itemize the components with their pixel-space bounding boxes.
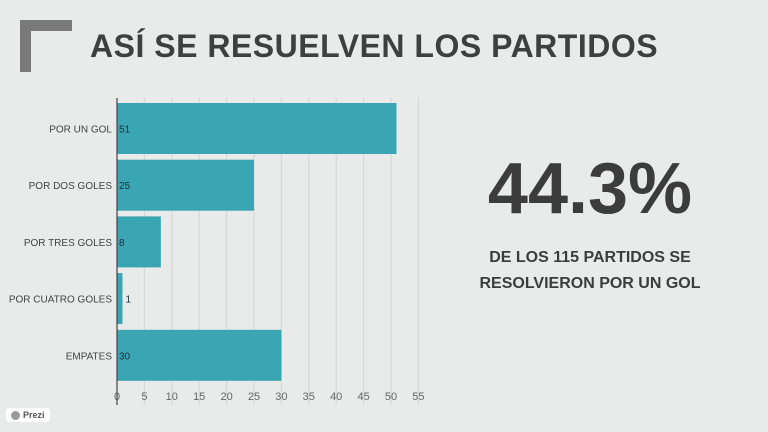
data-label: 8: [119, 238, 125, 249]
data-label: 30: [119, 351, 131, 362]
prezi-badge[interactable]: Prezi: [6, 408, 50, 422]
bar: [117, 103, 397, 154]
bar: [117, 216, 161, 268]
prezi-label: Prezi: [23, 410, 45, 420]
corner-decoration: [20, 20, 72, 72]
category-label: POR UN GOL: [49, 125, 112, 136]
bar: [117, 329, 282, 381]
x-tick-label: 35: [303, 391, 315, 403]
x-tick-label: 50: [385, 391, 397, 403]
category-label: POR TRES GOLES: [24, 238, 113, 249]
x-tick-label: 40: [330, 391, 342, 403]
caption-line-2: RESOLVIERON POR UN GOL: [479, 275, 701, 292]
highlight-value: 44.3%: [487, 149, 693, 229]
x-tick-label: 30: [275, 391, 287, 403]
x-tick-label: 20: [220, 391, 232, 403]
data-label: 51: [119, 125, 131, 136]
data-label: 25: [119, 181, 131, 192]
x-tick-label: 10: [166, 391, 178, 403]
page-title: ASÍ SE RESUELVEN LOS PARTIDOS: [90, 28, 659, 64]
prezi-logo-icon: [11, 410, 20, 420]
x-tick-label: 5: [141, 391, 147, 403]
highlight-caption: DE LOS 115 PARTIDOS SE RESOLVIERON POR UN…: [470, 245, 710, 297]
x-tick-label: 15: [193, 391, 205, 403]
category-label: POR CUATRO GOLES: [9, 295, 112, 306]
data-label: 1: [125, 295, 131, 306]
x-tick-label: 25: [248, 391, 260, 403]
bar: [117, 273, 123, 325]
bar: [117, 159, 254, 211]
caption-line-1: DE LOS 115 PARTIDOS SE: [489, 249, 691, 266]
x-tick-label: 45: [357, 391, 369, 403]
category-label: EMPATES: [66, 351, 113, 362]
category-label: POR DOS GOLES: [29, 181, 113, 192]
x-tick-label: 55: [412, 391, 424, 403]
